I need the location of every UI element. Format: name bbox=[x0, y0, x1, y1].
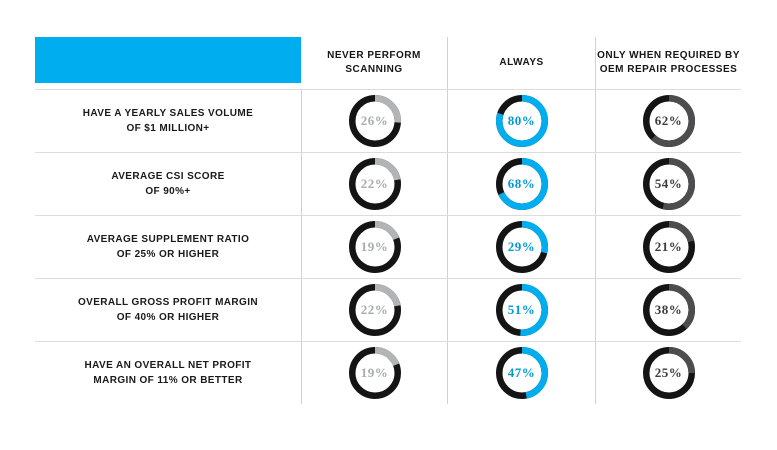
donut-cell: 26% bbox=[301, 90, 447, 152]
table-row: HAVE A YEARLY SALES VOLUME OF $1 MILLION… bbox=[35, 89, 741, 152]
donut-chart: 54% bbox=[642, 158, 695, 210]
row-label-line2: MARGIN OF 11% OR BETTER bbox=[93, 375, 243, 386]
table-row: AVERAGE CSI SCORE OF 90%+ 22% bbox=[35, 152, 741, 215]
donut-percent-label: 21% bbox=[654, 239, 683, 254]
header-label-cell bbox=[35, 37, 301, 89]
row-label-line2: OF 40% OR HIGHER bbox=[116, 312, 220, 323]
donut-chart: 22% bbox=[348, 158, 401, 210]
donut-chart: 51% bbox=[495, 284, 548, 336]
donut-ring bbox=[642, 221, 695, 273]
donut-cell: 80% bbox=[447, 90, 595, 152]
donut-percent-label: 62% bbox=[654, 113, 683, 128]
donut-percent-label: 19% bbox=[360, 365, 389, 380]
donut-ring bbox=[348, 221, 401, 273]
donut-ring bbox=[495, 347, 548, 399]
donut-percent-label: 80% bbox=[507, 113, 536, 128]
donut-cell: 19% bbox=[301, 342, 447, 404]
donut-chart: 25% bbox=[642, 347, 695, 399]
donut-percent-label: 54% bbox=[654, 176, 683, 191]
donut-ring bbox=[348, 284, 401, 336]
donut-ring bbox=[495, 221, 548, 273]
donut-cell: 22% bbox=[301, 153, 447, 215]
donut-percent-label: 51% bbox=[507, 302, 536, 317]
row-label-line2: OF $1 MILLION+ bbox=[126, 123, 210, 134]
row-label-line2: OF 90%+ bbox=[145, 186, 191, 197]
donut-ring bbox=[495, 284, 548, 336]
header-accent-box bbox=[35, 37, 301, 83]
donut-ring bbox=[642, 284, 695, 336]
donut-chart: 62% bbox=[642, 95, 695, 147]
donut-ring bbox=[642, 347, 695, 399]
donut-percent-label: 22% bbox=[360, 176, 389, 191]
table-row: AVERAGE SUPPLEMENT RATIO OF 25% OR HIGHE… bbox=[35, 215, 741, 278]
donut-chart: 38% bbox=[642, 284, 695, 336]
donut-cell: 29% bbox=[447, 216, 595, 278]
donut-cell: 68% bbox=[447, 153, 595, 215]
donut-cell: 54% bbox=[595, 153, 741, 215]
donut-chart: 26% bbox=[348, 95, 401, 147]
header-col-always: ALWAYS bbox=[447, 37, 595, 89]
row-label-line1: AVERAGE CSI SCORE bbox=[111, 171, 225, 182]
row-label-line1: OVERALL GROSS PROFIT MARGIN bbox=[77, 297, 259, 308]
donut-cell: 38% bbox=[595, 279, 741, 341]
row-label-cell: OVERALL GROSS PROFIT MARGIN OF 40% OR HI… bbox=[35, 279, 301, 341]
donut-cell: 25% bbox=[595, 342, 741, 404]
donut-chart: 29% bbox=[495, 221, 548, 273]
donut-chart: 19% bbox=[348, 347, 401, 399]
header-col1-line1: NEVER PERFORM bbox=[327, 50, 421, 61]
donut-cell: 62% bbox=[595, 90, 741, 152]
donut-percent-label: 38% bbox=[654, 302, 683, 317]
donut-chart: 68% bbox=[495, 158, 548, 210]
header-col-never-perform-scanning: NEVER PERFORM SCANNING bbox=[301, 37, 447, 89]
donut-percent-label: 47% bbox=[507, 365, 536, 380]
donut-cell: 19% bbox=[301, 216, 447, 278]
donut-percent-label: 29% bbox=[507, 239, 536, 254]
donut-cell: 51% bbox=[447, 279, 595, 341]
row-label-cell: AVERAGE CSI SCORE OF 90%+ bbox=[35, 153, 301, 215]
donut-percent-label: 68% bbox=[507, 176, 536, 191]
donut-percent-label: 22% bbox=[360, 302, 389, 317]
donut-cell: 22% bbox=[301, 279, 447, 341]
row-label-line1: HAVE A YEARLY SALES VOLUME bbox=[82, 108, 254, 119]
donut-ring bbox=[495, 95, 548, 147]
header-col1-line2: SCANNING bbox=[345, 64, 403, 75]
donut-chart: 80% bbox=[495, 95, 548, 147]
donut-ring bbox=[348, 347, 401, 399]
donut-chart: 21% bbox=[642, 221, 695, 273]
header-col3-line2: OEM REPAIR PROCESSES bbox=[599, 64, 738, 75]
header-col2-line1: ALWAYS bbox=[499, 57, 544, 68]
donut-percent-label: 25% bbox=[654, 365, 683, 380]
row-label-line1: HAVE AN OVERALL NET PROFIT bbox=[84, 360, 252, 371]
header-col-only-when-required: ONLY WHEN REQUIRED BY OEM REPAIR PROCESS… bbox=[595, 37, 741, 89]
donut-chart: 22% bbox=[348, 284, 401, 336]
header-col3-line1: ONLY WHEN REQUIRED BY bbox=[597, 50, 740, 61]
donut-cell: 47% bbox=[447, 342, 595, 404]
row-label-cell: HAVE AN OVERALL NET PROFIT MARGIN OF 11%… bbox=[35, 342, 301, 404]
donut-chart: 19% bbox=[348, 221, 401, 273]
donut-cell: 21% bbox=[595, 216, 741, 278]
header-row: NEVER PERFORM SCANNING ALWAYS ONLY WHEN … bbox=[35, 37, 741, 89]
donut-percent-label: 26% bbox=[360, 113, 389, 128]
table-row: HAVE AN OVERALL NET PROFIT MARGIN OF 11%… bbox=[35, 341, 741, 404]
donut-ring bbox=[348, 158, 401, 210]
row-label-line2: OF 25% OR HIGHER bbox=[116, 249, 220, 260]
donut-chart: 47% bbox=[495, 347, 548, 399]
donut-ring bbox=[348, 95, 401, 147]
table-row: OVERALL GROSS PROFIT MARGIN OF 40% OR HI… bbox=[35, 278, 741, 341]
row-label-cell: AVERAGE SUPPLEMENT RATIO OF 25% OR HIGHE… bbox=[35, 216, 301, 278]
donut-comparison-table: NEVER PERFORM SCANNING ALWAYS ONLY WHEN … bbox=[35, 37, 741, 404]
row-label-line1: AVERAGE SUPPLEMENT RATIO bbox=[86, 234, 250, 245]
donut-ring bbox=[642, 158, 695, 210]
donut-ring bbox=[495, 158, 548, 210]
donut-percent-label: 19% bbox=[360, 239, 389, 254]
row-label-cell: HAVE A YEARLY SALES VOLUME OF $1 MILLION… bbox=[35, 90, 301, 152]
donut-ring bbox=[642, 95, 695, 147]
